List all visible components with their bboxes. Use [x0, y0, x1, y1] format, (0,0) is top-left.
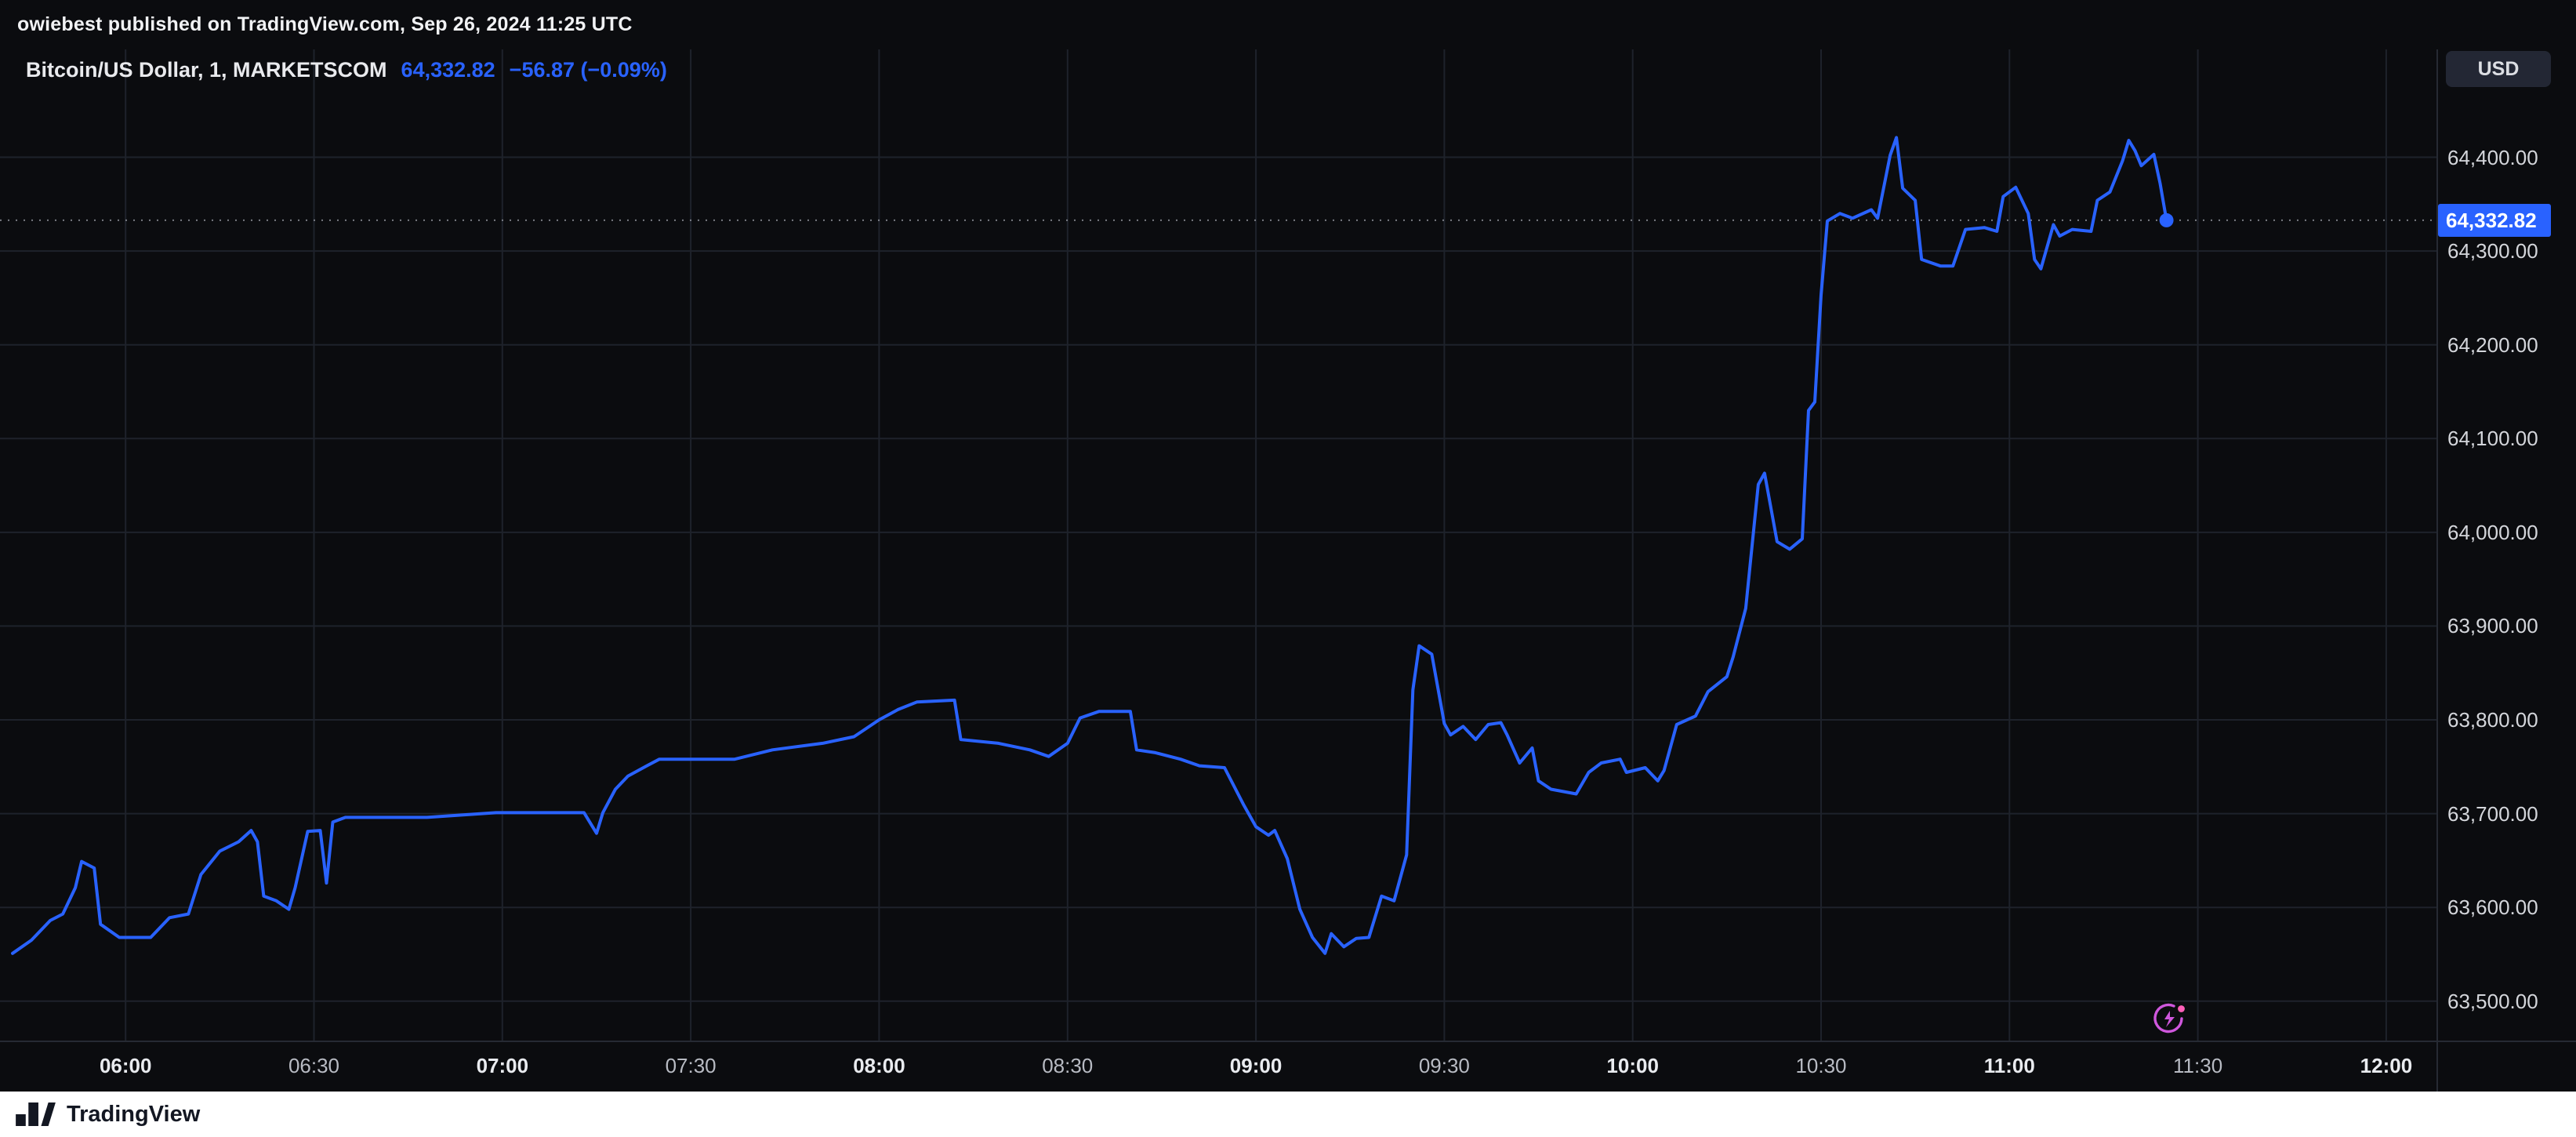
time-axis-label: 09:30 [1418, 1054, 1470, 1077]
flash-icon[interactable] [2150, 999, 2189, 1038]
time-axis-label: 08:00 [853, 1054, 905, 1077]
price-axis-label: 64,000.00 [2447, 520, 2538, 544]
time-axis-label: 12:00 [2360, 1054, 2413, 1077]
publisher-text: owiebest published on TradingView.com, S… [17, 13, 633, 35]
price-axis-label: 64,300.00 [2447, 239, 2538, 263]
time-axis-label: 10:00 [1606, 1054, 1659, 1077]
time-axis-label: 06:30 [288, 1054, 340, 1077]
tradingview-logo-icon[interactable] [16, 1102, 56, 1126]
price-axis-label: 64,200.00 [2447, 332, 2538, 357]
time-axis-label: 08:30 [1042, 1054, 1094, 1077]
price-chart-plot[interactable] [0, 49, 2436, 1041]
last-price-marker [2159, 213, 2174, 227]
time-axis-label: 11:30 [2173, 1054, 2223, 1077]
tradingview-brand[interactable]: TradingView [67, 1101, 201, 1127]
time-axis-label: 10:30 [1795, 1054, 1847, 1077]
tradingview-logo-graphic [16, 1102, 56, 1126]
price-axis-label: 64,100.00 [2447, 427, 2538, 451]
price-axis-separator [2436, 49, 2438, 1092]
current-price-tag: 64,332.82 [2438, 203, 2551, 237]
time-axis-label: 09:00 [1229, 1054, 1283, 1077]
flash-icon-graphic [2153, 1003, 2185, 1033]
price-axis-label: 63,600.00 [2447, 895, 2538, 920]
time-axis[interactable]: 06:00 06:30 07:00 07:30 08:00 08:30 09:00 09:30… [0, 1041, 2576, 1092]
currency-button[interactable]: USD [2446, 51, 2551, 87]
footer-bar: TradingView [0, 1092, 2576, 1137]
price-axis-label: 63,800.00 [2447, 708, 2538, 732]
chart-legend: Bitcoin/US Dollar, 1, MARKETSCOM 64,332.… [26, 58, 667, 82]
price-line-series [11, 136, 2168, 955]
price-axis[interactable]: 64,400.00 64,300.00 64,200.00 64,100.00 64,0… [2436, 49, 2576, 1041]
time-axis-label: 06:00 [99, 1054, 152, 1077]
price-axis-label: 63,700.00 [2447, 801, 2538, 826]
last-price-value: 64,332.82 [401, 58, 495, 82]
price-axis-label: 63,500.00 [2447, 989, 2538, 1013]
time-axis-label: 07:30 [665, 1054, 717, 1077]
symbol-title[interactable]: Bitcoin/US Dollar, 1, MARKETSCOM [26, 58, 387, 82]
price-axis-label: 64,400.00 [2447, 145, 2538, 169]
time-axis-label: 07:00 [476, 1054, 529, 1077]
price-axis-label: 63,900.00 [2447, 614, 2538, 638]
time-axis-label: 11:00 [1983, 1054, 2035, 1077]
publisher-bar: owiebest published on TradingView.com, S… [0, 0, 2576, 49]
price-change: −56.87 (−0.09%) [509, 58, 667, 82]
